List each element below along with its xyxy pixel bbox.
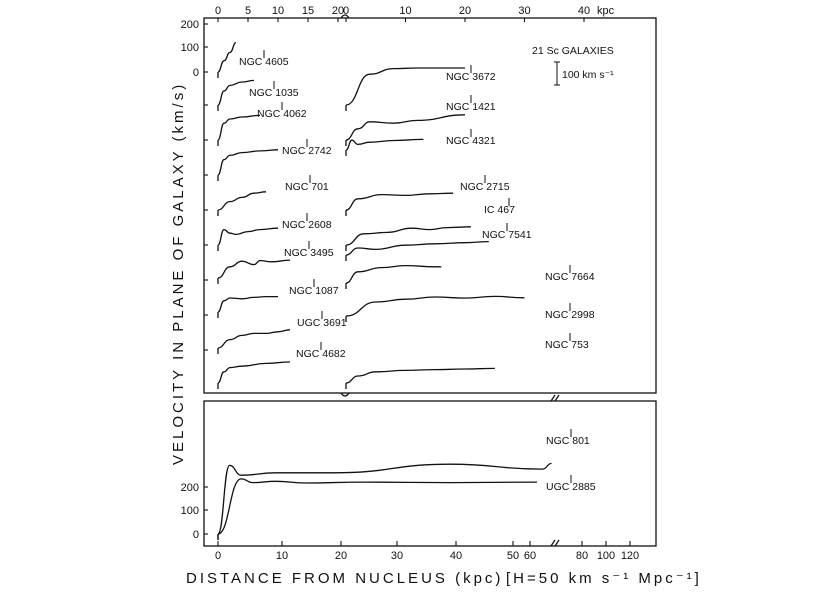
rotation-curve — [345, 114, 466, 141]
top-left-tick-label: 5 — [245, 5, 251, 17]
rotation-curve — [345, 264, 442, 284]
bottom-tick-label: 60 — [524, 550, 536, 562]
galaxy-label: NGC 753 — [545, 339, 589, 351]
bottom-tick-label: 80 — [576, 550, 588, 562]
rotation-curve — [217, 79, 255, 106]
rotation-curve — [345, 67, 465, 106]
galaxy-label: NGC 2608 — [282, 219, 332, 231]
rotation-curve — [345, 240, 489, 256]
lower-panel-frame — [203, 400, 657, 547]
galaxy-label: NGC 7664 — [545, 271, 595, 283]
y-axis-label: VELOCITY IN PLANE OF GALAXY (km/s) — [170, 82, 187, 465]
rotation-curve — [217, 478, 538, 535]
left-upper-tick-label: 200 — [181, 19, 199, 31]
rotation-curve — [345, 367, 495, 384]
top-left-tick-label: 10 — [272, 5, 284, 17]
left-upper-tick-label: 0 — [193, 67, 199, 79]
scale-bar-label: 100 km s⁻¹ — [562, 69, 614, 81]
x-axis-label: DISTANCE FROM NUCLEUS (kpc) — [186, 570, 503, 587]
top-right-tick-label: 40 — [578, 5, 590, 17]
rotation-curve — [217, 462, 552, 535]
left-lower-tick-label: 0 — [193, 529, 199, 541]
galaxy-label: NGC 3672 — [446, 71, 496, 83]
bottom-tick-label: 120 — [621, 550, 639, 562]
rotation-curve — [217, 149, 279, 176]
lower-axis-break — [550, 394, 560, 547]
galaxy-label: NGC 7541 — [482, 229, 532, 241]
bottom-tick-label: 100 — [597, 550, 615, 562]
galaxy-label: NGC 1035 — [249, 87, 299, 99]
bottom-tick-label: 40 — [450, 550, 462, 562]
hubble-note: [H=50 km s⁻¹ Mpc⁻¹] — [506, 570, 702, 587]
rotation-curve — [217, 329, 291, 349]
galaxy-label: UGC 3691 — [297, 317, 347, 329]
top-right-tick-label: 20 — [459, 5, 471, 17]
left-upper-tick-label: 100 — [181, 42, 199, 54]
top-left-tick-label: 20 — [332, 5, 344, 17]
rotation-curve — [217, 361, 291, 384]
rotation-curve — [217, 114, 261, 141]
galaxy-label: NGC 3495 — [284, 247, 334, 259]
rotation-curve — [345, 226, 471, 246]
bottom-tick-label: 20 — [335, 550, 347, 562]
bottom-tick-label: 30 — [391, 550, 403, 562]
left-lower-tick-label: 200 — [181, 482, 199, 494]
galaxy-label: NGC 2742 — [282, 145, 332, 157]
rotation-curve — [217, 191, 267, 211]
rotation-curve — [217, 227, 279, 246]
rotation-curve — [217, 259, 291, 279]
galaxy-label: NGC 701 — [285, 181, 329, 193]
galaxy-label: NGC 801 — [546, 435, 590, 447]
galaxy-label: UGC 2885 — [546, 481, 596, 493]
galaxy-label: NGC 1421 — [446, 101, 496, 113]
upper-axis-break — [340, 14, 350, 397]
left-lower-tick-label: 100 — [181, 505, 199, 517]
bottom-tick-label: 10 — [276, 550, 288, 562]
top-right-tick-label: 30 — [518, 5, 530, 17]
galaxy-label: NGC 2998 — [545, 309, 595, 321]
curves-layer — [217, 41, 572, 542]
galaxy-label: NGC 4682 — [296, 348, 346, 360]
bottom-tick-label: 50 — [507, 550, 519, 562]
galaxy-label: NGC 2715 — [460, 181, 510, 193]
rotation-curve — [345, 295, 525, 317]
galaxy-label: NGC 4605 — [239, 56, 289, 68]
upper-panel-frame — [203, 17, 657, 394]
labels-layer: NGC 4605 NGC 1035 NGC 4062 NGC 2742 NGC 701 N… — [239, 56, 596, 493]
top-axis-unit: kpc — [597, 5, 615, 17]
rotation-curve — [345, 192, 454, 211]
top-right-tick-label: 0 — [343, 5, 349, 17]
legend-title: 21 Sc GALAXIES — [532, 45, 614, 57]
galaxy-label: NGC 4321 — [446, 135, 496, 147]
top-left-tick-label: 15 — [302, 5, 314, 17]
galaxy-label: NGC 1087 — [289, 285, 339, 297]
rotation-curve — [217, 41, 237, 73]
rotation-curve — [217, 295, 278, 313]
galaxy-label: IC 467 — [484, 204, 515, 216]
bottom-tick-label: 0 — [215, 550, 221, 562]
top-right-tick-label: 10 — [399, 5, 411, 17]
galaxy-label: NGC 4062 — [257, 108, 307, 120]
rotation-curve — [345, 138, 424, 151]
top-left-tick-label: 0 — [215, 5, 221, 17]
